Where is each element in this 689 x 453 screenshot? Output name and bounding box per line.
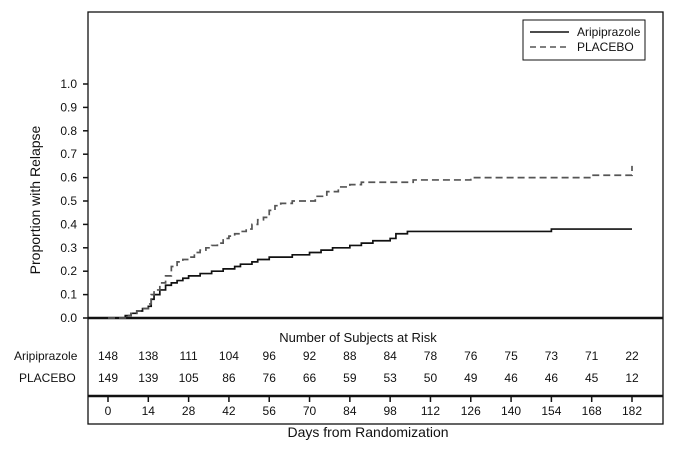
y-tick-label: 0.8 xyxy=(60,124,77,138)
y-axis-label: Proportion with Relapse xyxy=(27,125,43,274)
risk-value-placebo: 66 xyxy=(303,371,317,385)
y-axis-ticks: 0.0 0.1 0.2 0.3 0.4 0.5 0.6 0.7 0.8 0.9 1.0 xyxy=(60,77,88,325)
risk-value-aripiprazole: 96 xyxy=(263,349,277,363)
legend-label-placebo: PLACEBO xyxy=(577,40,634,54)
x-tick-label: 28 xyxy=(182,404,196,418)
risk-value-placebo: 53 xyxy=(383,371,397,385)
legend: Aripiprazole PLACEBO xyxy=(522,19,646,61)
y-tick-label: 0.4 xyxy=(60,217,77,231)
risk-value-placebo: 12 xyxy=(625,371,639,385)
x-tick-label: 84 xyxy=(343,404,357,418)
legend-box xyxy=(522,19,646,61)
risk-value-aripiprazole: 92 xyxy=(303,349,317,363)
risk-value-placebo: 76 xyxy=(263,371,277,385)
risk-value-aripiprazole: 76 xyxy=(464,349,478,363)
series-line-placebo xyxy=(108,165,633,319)
risk-value-aripiprazole: 138 xyxy=(138,349,158,363)
y-tick-label: 0.2 xyxy=(60,264,77,278)
risk-value-aripiprazole: 22 xyxy=(625,349,639,363)
y-tick-label: 0.5 xyxy=(60,194,77,208)
risk-value-aripiprazole: 75 xyxy=(504,349,518,363)
risk-value-aripiprazole: 73 xyxy=(545,349,559,363)
risk-value-aripiprazole: 111 xyxy=(179,349,198,363)
risk-value-placebo: 105 xyxy=(179,371,199,385)
risk-row-label-aripiprazole: Aripiprazole xyxy=(14,349,78,363)
risk-table: Number of Subjects at Risk Aripiprazole … xyxy=(14,330,639,385)
y-tick-label: 0.7 xyxy=(60,147,77,161)
risk-value-placebo: 86 xyxy=(222,371,236,385)
risk-value-placebo: 149 xyxy=(98,371,118,385)
x-tick-label: 0 xyxy=(105,404,112,418)
x-tick-label: 14 xyxy=(142,404,156,418)
risk-value-placebo: 139 xyxy=(138,371,158,385)
x-tick-label: 70 xyxy=(303,404,317,418)
x-tick-label: 154 xyxy=(541,404,561,418)
risk-row-label-placebo: PLACEBO xyxy=(19,371,76,385)
risk-value-placebo: 45 xyxy=(585,371,599,385)
x-tick-label: 168 xyxy=(582,404,602,418)
series-line-aripiprazole xyxy=(108,228,632,319)
x-tick-label: 182 xyxy=(622,404,642,418)
x-tick-label: 42 xyxy=(222,404,236,418)
risk-value-aripiprazole: 71 xyxy=(585,349,599,363)
y-tick-label: 0.0 xyxy=(60,311,77,325)
x-axis-label: Days from Randomization xyxy=(287,424,448,440)
risk-value-placebo: 59 xyxy=(343,371,357,385)
risk-table-title: Number of Subjects at Risk xyxy=(279,330,437,345)
y-tick-label: 1.0 xyxy=(60,77,77,91)
y-tick-label: 0.3 xyxy=(60,241,77,255)
risk-value-placebo: 49 xyxy=(464,371,478,385)
x-tick-label: 98 xyxy=(383,404,397,418)
x-tick-label: 140 xyxy=(501,404,521,418)
risk-value-aripiprazole: 148 xyxy=(98,349,118,363)
risk-value-placebo: 46 xyxy=(504,371,518,385)
risk-value-placebo: 50 xyxy=(424,371,438,385)
y-tick-label: 0.1 xyxy=(60,288,77,302)
risk-value-aripiprazole: 84 xyxy=(383,349,397,363)
legend-label-aripiprazole: Aripiprazole xyxy=(577,25,641,39)
risk-value-placebo: 46 xyxy=(545,371,559,385)
x-axis-ticks: 0 14 28 42 56 70 84 98 112 126 140 154 168 182 xyxy=(105,396,642,418)
y-tick-label: 0.9 xyxy=(60,100,77,114)
risk-value-aripiprazole: 104 xyxy=(219,349,239,363)
x-tick-label: 126 xyxy=(461,404,481,418)
x-tick-label: 112 xyxy=(421,404,440,418)
y-tick-label: 0.6 xyxy=(60,171,77,185)
risk-value-aripiprazole: 88 xyxy=(343,349,357,363)
x-tick-label: 56 xyxy=(263,404,277,418)
series-layer xyxy=(108,165,633,319)
risk-value-aripiprazole: 78 xyxy=(424,349,438,363)
plot-frame xyxy=(87,11,664,425)
risk-table-values: 148 138 111 104 96 92 88 84 78 76 75 73 71 22 149 139 10… xyxy=(98,349,639,385)
